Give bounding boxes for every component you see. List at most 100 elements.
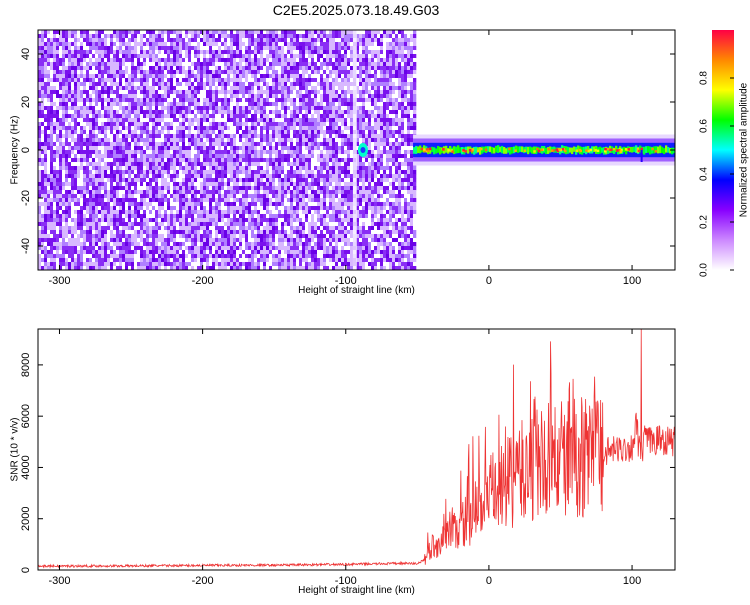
- noise-cell: [119, 166, 122, 170]
- noise-cell: [182, 234, 185, 238]
- noise-cell: [179, 110, 182, 114]
- noise-cell: [194, 154, 197, 158]
- noise-cell: [230, 98, 233, 102]
- noise-cell: [188, 78, 191, 82]
- noise-cell: [83, 94, 86, 98]
- noise-cell: [254, 166, 257, 170]
- noise-cell: [119, 78, 122, 82]
- noise-cell: [281, 102, 284, 106]
- noise-cell: [281, 238, 284, 242]
- noise-cell: [239, 142, 242, 146]
- noise-cell: [125, 78, 128, 82]
- noise-cell: [89, 70, 92, 74]
- noise-cell: [224, 174, 227, 178]
- noise-cell: [149, 250, 152, 254]
- noise-cell: [104, 194, 107, 198]
- noise-cell: [95, 86, 98, 90]
- noise-cell: [239, 54, 242, 58]
- noise-cell: [272, 70, 275, 74]
- noise-cell: [227, 142, 230, 146]
- noise-cell: [80, 246, 83, 250]
- noise-cell: [110, 146, 113, 150]
- noise-cell: [269, 226, 272, 230]
- noise-cell: [47, 114, 50, 118]
- noise-cell: [188, 206, 191, 210]
- noise-cell: [173, 134, 176, 138]
- noise-cell: [68, 110, 71, 114]
- noise-cell: [65, 154, 68, 158]
- noise-cell: [182, 178, 185, 182]
- noise-cell: [230, 38, 233, 42]
- noise-cell: [50, 222, 53, 226]
- noise-cell: [62, 210, 65, 214]
- noise-cell: [260, 102, 263, 106]
- noise-cell: [92, 198, 95, 202]
- noise-cell: [233, 90, 236, 94]
- noise-cell: [107, 230, 110, 234]
- noise-cell: [224, 70, 227, 74]
- noise-cell: [125, 194, 128, 198]
- noise-cell: [242, 34, 245, 38]
- noise-cell: [170, 234, 173, 238]
- noise-cell: [62, 38, 65, 42]
- noise-cell: [62, 166, 65, 170]
- noise-cell: [167, 214, 170, 218]
- noise-cell: [80, 206, 83, 210]
- noise-cell: [284, 98, 287, 102]
- noise-cell: [281, 170, 284, 174]
- noise-cell: [257, 166, 260, 170]
- noise-cell: [227, 122, 230, 126]
- noise-cell: [161, 114, 164, 118]
- noise-cell: [260, 86, 263, 90]
- noise-cell: [221, 130, 224, 134]
- noise-cell: [200, 110, 203, 114]
- noise-cell: [182, 154, 185, 158]
- noise-cell: [89, 190, 92, 194]
- noise-cell: [257, 198, 260, 202]
- noise-cell: [266, 34, 269, 38]
- noise-cell: [227, 106, 230, 110]
- noise-cell: [92, 142, 95, 146]
- noise-cell: [215, 262, 218, 266]
- noise-cell: [260, 214, 263, 218]
- noise-cell: [212, 94, 215, 98]
- noise-cell: [95, 134, 98, 138]
- noise-cell: [191, 134, 194, 138]
- noise-cell: [194, 162, 197, 166]
- noise-cell: [119, 238, 122, 242]
- noise-cell: [146, 190, 149, 194]
- noise-cell: [251, 214, 254, 218]
- noise-cell: [59, 202, 62, 206]
- noise-cell: [197, 226, 200, 230]
- noise-cell: [224, 34, 227, 38]
- noise-cell: [212, 214, 215, 218]
- noise-cell: [188, 190, 191, 194]
- noise-cell: [200, 158, 203, 162]
- noise-cell: [230, 170, 233, 174]
- noise-cell: [224, 262, 227, 266]
- noise-cell: [212, 238, 215, 242]
- noise-cell: [203, 94, 206, 98]
- noise-cell: [71, 50, 74, 54]
- noise-cell: [257, 74, 260, 78]
- noise-cell: [140, 114, 143, 118]
- noise-cell: [47, 154, 50, 158]
- noise-cell: [44, 98, 47, 102]
- noise-cell: [248, 154, 251, 158]
- noise-cell: [191, 30, 194, 34]
- noise-cell: [266, 258, 269, 262]
- noise-cell: [77, 154, 80, 158]
- noise-cell: [122, 50, 125, 54]
- noise-cell: [218, 66, 221, 70]
- noise-cell: [59, 130, 62, 134]
- noise-cell: [185, 66, 188, 70]
- noise-cell: [233, 162, 236, 166]
- noise-cell: [50, 238, 53, 242]
- noise-cell: [236, 174, 239, 178]
- noise-cell: [272, 182, 275, 186]
- noise-cell: [230, 238, 233, 242]
- noise-cell: [248, 98, 251, 102]
- noise-cell: [212, 30, 215, 34]
- noise-cell: [65, 162, 68, 166]
- noise-cell: [254, 190, 257, 194]
